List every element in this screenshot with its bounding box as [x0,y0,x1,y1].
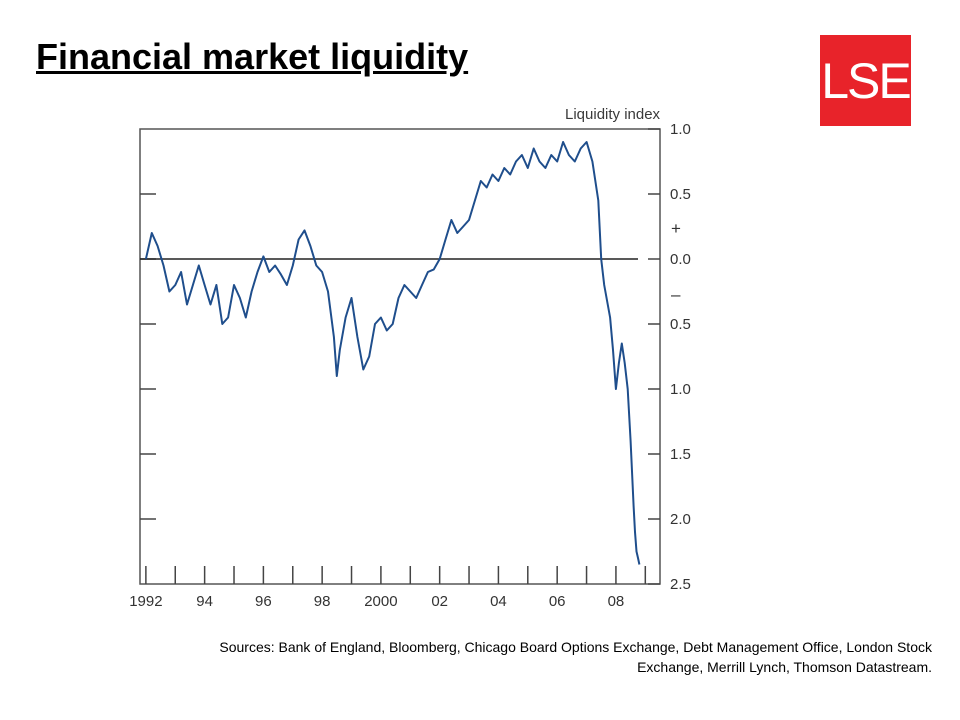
y-tick-label: 1.5 [670,446,691,463]
plot-frame [139,128,661,585]
x-tick-label: 96 [255,593,272,610]
x-tick-label: 08 [608,593,625,610]
x-tick-label: 98 [314,593,331,610]
y-tick-label: 0.5 [670,316,691,333]
slide-title: Financial market liquidity [36,36,469,77]
plus-sign-label: + [671,219,681,238]
x-tick-label: 06 [549,593,566,610]
y-axis-label: Liquidity index [565,106,661,123]
sources-line-2: Exchange, Merrill Lynch, Thomson Datastr… [637,659,932,675]
y-tick-label: 1.0 [670,121,691,138]
y-tick-label: 0.0 [670,251,691,268]
y-tick-label: 2.5 [670,576,691,593]
sources-line-1: Sources: Bank of England, Bloomberg, Chi… [219,639,932,655]
minus-sign-label: – [671,285,681,304]
y-tick-label: 1.0 [670,381,691,398]
lse-logo: LSE [820,35,912,126]
y-tick-label: 0.5 [670,186,691,203]
lse-logo-text: LSE [821,52,912,109]
x-tick-label: 94 [196,593,213,610]
x-tick-label: 1992 [129,593,162,610]
x-tick-label: 02 [431,593,448,610]
y-tick-label: 2.0 [670,511,691,528]
liquidity-index-line [144,141,641,565]
x-tick-label: 2000 [364,593,397,610]
sources-note: Sources: Bank of England, Bloomberg, Chi… [60,637,932,677]
x-tick-label: 04 [490,593,507,610]
